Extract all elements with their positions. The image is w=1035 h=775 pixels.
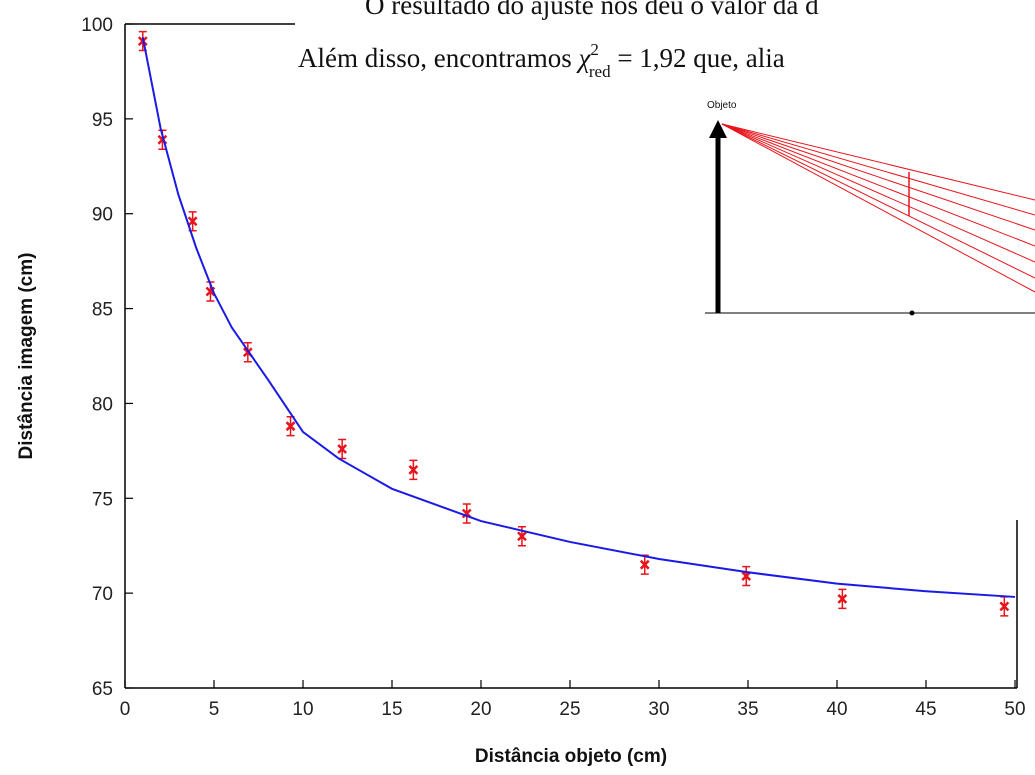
x-tick-label: 35 xyxy=(737,699,758,720)
subscript: red xyxy=(589,62,611,81)
ray xyxy=(721,123,1035,231)
ray xyxy=(721,123,1035,247)
data-point xyxy=(741,571,752,581)
figure-background xyxy=(1018,88,1035,520)
marks xyxy=(124,23,1016,689)
ray xyxy=(721,123,1035,263)
y-axis-label: Distância imagem (cm) xyxy=(16,253,37,460)
data-point xyxy=(517,531,527,542)
text-background xyxy=(296,0,1035,88)
rays xyxy=(721,123,1035,293)
data-point xyxy=(408,464,419,475)
document-line: O resultado do ajuste nos deu o valor da… xyxy=(365,0,819,20)
x-tick-label: 25 xyxy=(559,699,580,720)
ray xyxy=(721,123,1035,279)
y-tick-label: 100 xyxy=(81,15,113,36)
figure-label: Objeto xyxy=(707,100,737,111)
superscript: 2 xyxy=(590,40,599,59)
y-tick-label: 95 xyxy=(92,110,113,131)
plot-frame xyxy=(124,23,1018,689)
arrow-head xyxy=(709,120,727,138)
data-point xyxy=(187,216,198,227)
x-tick-label: 50 xyxy=(1004,699,1025,720)
data-point xyxy=(639,559,650,570)
y-tick-label: 90 xyxy=(92,205,113,226)
y-tick-label: 65 xyxy=(92,679,113,700)
x-tick-label: 40 xyxy=(826,699,847,720)
data-point xyxy=(837,593,848,604)
x-tick-label: 5 xyxy=(209,699,220,720)
ray xyxy=(721,123,1035,201)
x-tick-label: 20 xyxy=(470,699,491,720)
fit-curve xyxy=(141,37,1016,598)
text: = 1,92 que, alia xyxy=(611,43,785,73)
ray xyxy=(721,123,1035,216)
data-point xyxy=(337,444,348,454)
overlay: O resultado do ajuste nos deu o valor da… xyxy=(296,0,1035,520)
symbol: χ xyxy=(575,43,591,73)
document-line: Além disso, encontramos χ2 red = 1,92 que… xyxy=(298,40,785,81)
data-point xyxy=(999,601,1010,612)
x-tick-label: 0 xyxy=(120,699,131,720)
x-tick-label: 15 xyxy=(381,699,402,720)
figure-background xyxy=(690,88,1035,320)
y-tick-label: 75 xyxy=(92,489,113,510)
y-tick-label: 70 xyxy=(92,584,113,605)
x-tick-label: 30 xyxy=(648,699,669,720)
data-point xyxy=(285,421,296,432)
ray xyxy=(721,123,1035,293)
x-axis-label: Distância objeto (cm) xyxy=(475,746,667,767)
text: Além disso, encontramos xyxy=(298,43,578,73)
y-tick-label: 85 xyxy=(92,300,113,321)
x-tick-label: 10 xyxy=(292,699,313,720)
y-tick-label: 80 xyxy=(92,394,113,415)
focal-point xyxy=(909,310,915,316)
x-tick-label: 45 xyxy=(915,699,936,720)
